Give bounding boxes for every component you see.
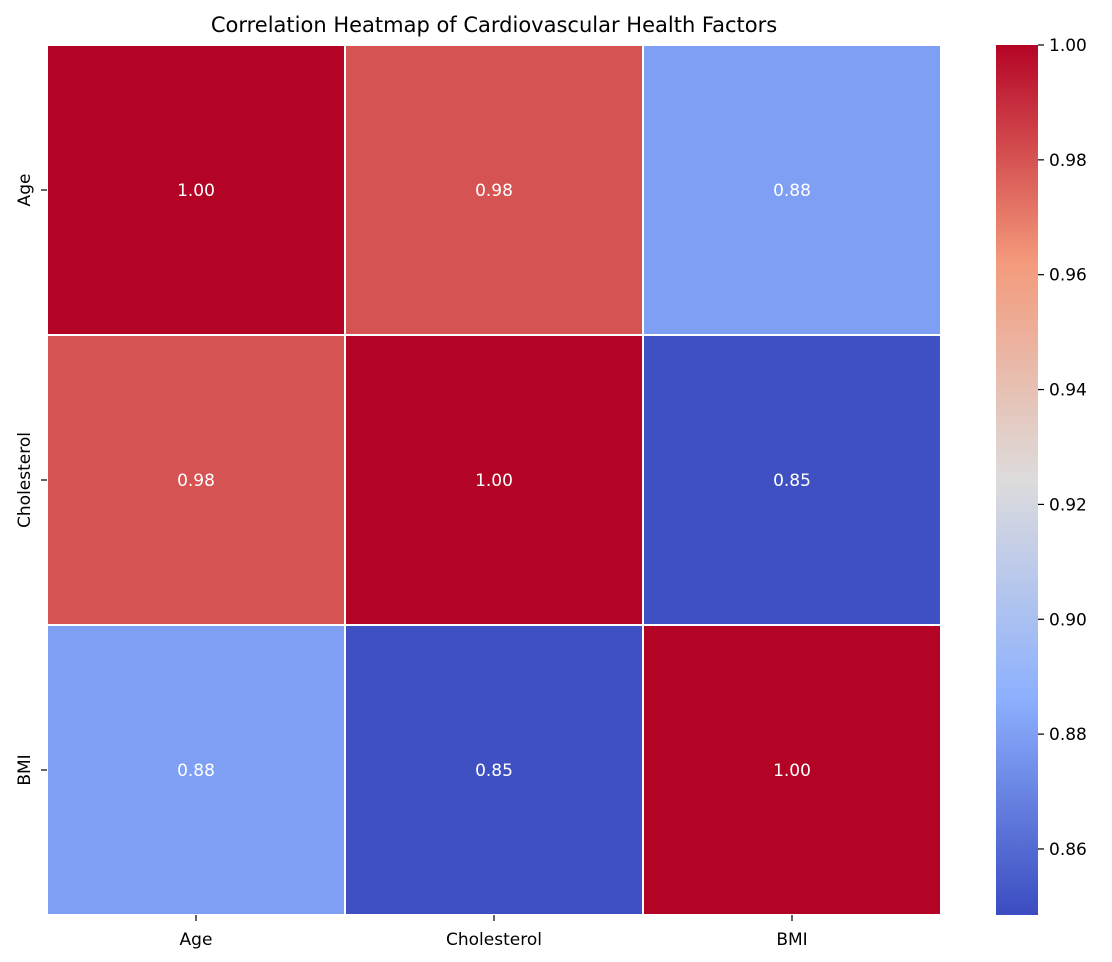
colorbar-gradient	[996, 45, 1038, 915]
colorbar-tick-label: 0.90	[1049, 610, 1087, 630]
colorbar-tick-label: 0.86	[1049, 840, 1087, 860]
cell-value-label-1-0: 0.98	[177, 471, 215, 491]
colorbar-tick-label: 0.96	[1049, 266, 1087, 286]
cell-value-label-0-1: 0.98	[475, 181, 513, 201]
heatmap-cell-2-0	[46, 624, 346, 916]
heatmap-cell-1-2	[642, 334, 942, 626]
cell-value-label-2-2: 1.00	[773, 761, 811, 781]
heatmap-cell-0-1	[344, 44, 644, 336]
colorbar: 0.86 0.88 0.90 0.92 0.94 0.96 0.98 1.00	[996, 36, 1087, 915]
cell-value-label-0-2: 0.88	[773, 181, 811, 201]
y-axis: Age Cholesterol BMI	[15, 174, 47, 786]
cell-value-label-2-0: 0.88	[177, 761, 215, 781]
cell-value-label-1-1: 1.00	[475, 471, 513, 491]
heatmap-cell-1-0	[46, 334, 346, 626]
x-axis: Age Cholesterol BMI	[180, 915, 808, 950]
colorbar-tick-label: 0.88	[1049, 725, 1087, 745]
cell-value-label-2-1: 0.85	[475, 761, 513, 781]
colorbar-tick-label: 0.94	[1049, 381, 1087, 401]
colorbar-tick-label: 0.92	[1049, 495, 1087, 515]
y-tick-label: Age	[15, 174, 35, 207]
heatmap-cell-1-1	[344, 334, 644, 626]
heatmap-cells	[46, 44, 942, 916]
heatmap-cell-2-1	[344, 624, 644, 916]
chart-title: Correlation Heatmap of Cardiovascular He…	[211, 13, 777, 37]
y-tick-label: Cholesterol	[15, 432, 35, 528]
colorbar-tick-label: 1.00	[1049, 36, 1087, 56]
x-tick-label: Cholesterol	[446, 930, 542, 950]
heatmap-cell-0-2	[642, 44, 942, 336]
y-tick-label: BMI	[15, 754, 35, 785]
x-tick-label: BMI	[776, 930, 807, 950]
cell-value-label-1-2: 0.85	[773, 471, 811, 491]
colorbar-tick-label: 0.98	[1049, 151, 1087, 171]
x-tick-label: Age	[180, 930, 213, 950]
heatmap-cell-labels: 1.00 0.98 0.88 0.98 1.00 0.85 0.88 0.85 1.00	[177, 181, 811, 781]
cell-value-label-0-0: 1.00	[177, 181, 215, 201]
heatmap-cell-0-0	[46, 44, 346, 336]
